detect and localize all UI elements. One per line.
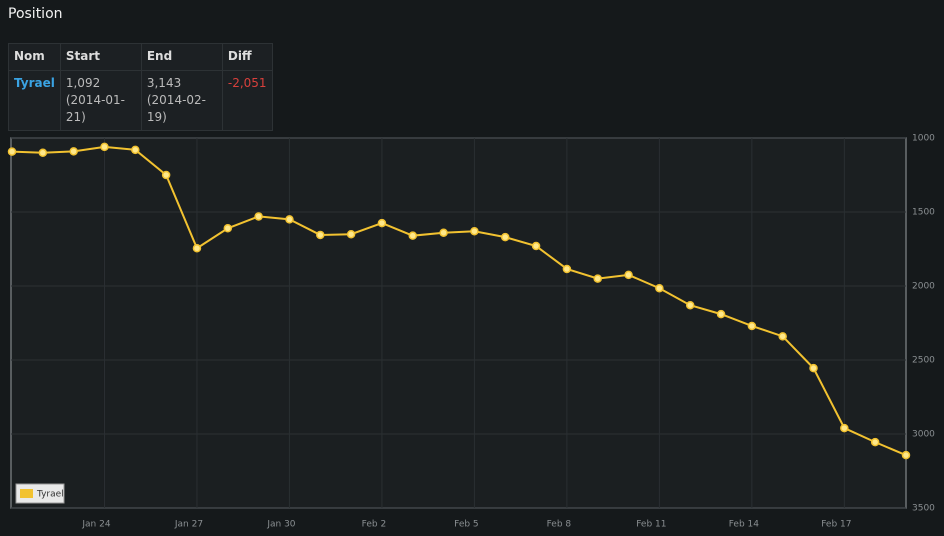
y-tick-label: 1500 — [912, 208, 935, 218]
x-tick-label: Feb 17 — [821, 520, 851, 530]
y-tick-label: 2500 — [912, 356, 935, 366]
data-point — [316, 230, 325, 240]
row: Tyrael 1,092 (2014-01-21) 3,143 (2014-02… — [8, 70, 273, 131]
data-point — [377, 218, 387, 228]
y-tick-label: 1000 — [912, 134, 935, 144]
data-point — [408, 231, 418, 240]
data-point — [223, 224, 233, 233]
header-row: Nom Start End Diff — [8, 43, 273, 71]
plot-area — [10, 137, 907, 509]
y-tick-label: 3000 — [912, 430, 935, 440]
x-tick-label: Feb 8 — [547, 520, 572, 530]
data-point — [7, 147, 17, 156]
data-point — [254, 212, 263, 221]
data-point — [38, 148, 48, 158]
data-point — [809, 363, 818, 373]
series-line — [11, 145, 907, 457]
legend-swatch — [20, 489, 33, 498]
data-point — [131, 145, 140, 155]
data-point — [531, 241, 541, 251]
data-point — [778, 332, 787, 341]
data-point — [470, 226, 479, 236]
x-tick-label: Feb 11 — [636, 520, 666, 530]
header-cell: Diff — [221, 43, 273, 71]
cell: 1,092 (2014-01-21) — [59, 70, 142, 131]
x-tick-label: Feb 14 — [729, 520, 760, 530]
section-title: Position — [8, 6, 63, 22]
data-point — [192, 244, 202, 253]
cell: -2,051 — [221, 70, 273, 131]
data-point — [285, 215, 294, 224]
data-point — [562, 264, 572, 274]
data-point — [100, 142, 109, 152]
data-point — [655, 283, 664, 293]
position-table: Nom Start End Diff Tyrael 1,092 (2014-01… — [8, 43, 273, 131]
data-point — [593, 274, 602, 283]
cell: 3,143 (2014-02-19) — [140, 70, 223, 131]
data-point — [500, 232, 510, 242]
x-tick-label: Jan 30 — [266, 520, 295, 530]
y-tick-label: 2000 — [912, 282, 935, 292]
data-point — [870, 437, 880, 447]
data-point — [69, 147, 78, 156]
data-point — [439, 228, 448, 237]
data-point — [685, 300, 695, 310]
x-tick-label: Jan 24 — [81, 520, 110, 530]
x-tick-label: Jan 27 — [174, 520, 203, 530]
data-point — [901, 450, 911, 460]
legend-box — [15, 483, 65, 504]
data-point — [161, 170, 171, 180]
legend-label: Tyrael — [36, 490, 64, 500]
data-point — [747, 321, 757, 331]
data-point — [346, 229, 356, 239]
header-cell: End — [140, 43, 223, 71]
data-point — [716, 309, 726, 319]
player-name[interactable]: Tyrael — [8, 70, 61, 131]
data-point — [624, 270, 633, 280]
x-tick-label: Feb 2 — [362, 520, 387, 530]
y-tick-label: 3500 — [912, 504, 935, 514]
data-point — [840, 423, 849, 433]
x-tick-label: Feb 5 — [454, 520, 479, 530]
header-cell: Start — [59, 43, 142, 71]
